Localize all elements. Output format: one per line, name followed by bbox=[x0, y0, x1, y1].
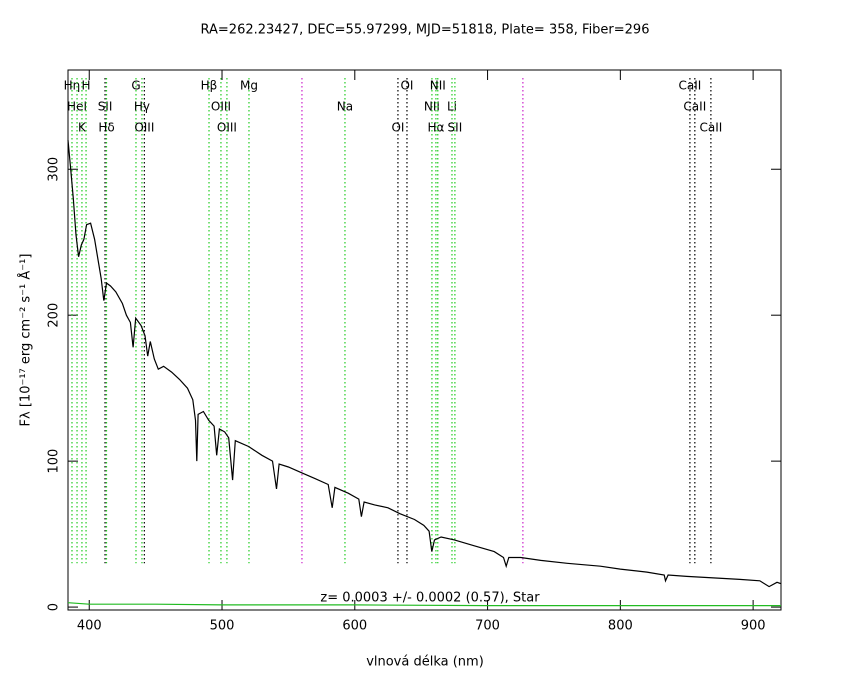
y-axis-label: Fλ [10⁻¹⁷ erg cm⁻² s⁻¹ Å⁻¹] bbox=[18, 254, 34, 427]
line-label: OIII bbox=[217, 121, 237, 135]
line-label: CaII bbox=[679, 79, 702, 93]
line-label: Hγ bbox=[134, 100, 150, 114]
spectrum-line bbox=[67, 140, 782, 588]
spectrum-line bbox=[67, 602, 781, 607]
y-tick-label: 0 bbox=[47, 603, 62, 611]
chart-title: RA=262.23427, DEC=55.97299, MJD=51818, P… bbox=[201, 23, 650, 38]
line-label: Mg bbox=[240, 79, 258, 93]
line-label: SII bbox=[448, 121, 463, 135]
x-tick-label: 700 bbox=[475, 619, 500, 634]
x-tick-label: 400 bbox=[77, 619, 102, 634]
y-tick-label: 200 bbox=[47, 303, 62, 328]
line-label: G bbox=[131, 79, 140, 93]
line-label: CaII bbox=[699, 121, 722, 135]
x-tick-label: 500 bbox=[210, 619, 235, 634]
y-tick-label: 300 bbox=[47, 157, 62, 182]
line-label: HeI bbox=[67, 100, 87, 114]
y-tick-label: 100 bbox=[47, 449, 62, 474]
line-label: OI bbox=[391, 121, 404, 135]
line-label: K bbox=[78, 121, 87, 135]
line-label: OIII bbox=[134, 121, 154, 135]
x-tick-label: 600 bbox=[342, 619, 367, 634]
line-label: OIII bbox=[211, 100, 231, 114]
plot-frame bbox=[67, 69, 782, 611]
line-label: SII bbox=[98, 100, 113, 114]
line-label: Hα bbox=[427, 121, 444, 135]
x-tick-label: 900 bbox=[741, 619, 766, 634]
line-label: Hη bbox=[64, 79, 81, 93]
line-label: Hβ bbox=[201, 79, 218, 93]
line-label: Li bbox=[447, 100, 457, 114]
line-label: CaII bbox=[683, 100, 706, 114]
x-axis-label: vlnová délka (nm) bbox=[366, 655, 484, 670]
line-label: Na bbox=[337, 100, 353, 114]
line-label: H bbox=[82, 79, 91, 93]
line-label: NII bbox=[430, 79, 446, 93]
x-tick-label: 800 bbox=[608, 619, 633, 634]
line-label: OI bbox=[400, 79, 413, 93]
annotation: z= 0.0003 +/- 0.0002 (0.57), Star bbox=[320, 591, 540, 606]
line-label: Hδ bbox=[98, 121, 114, 135]
